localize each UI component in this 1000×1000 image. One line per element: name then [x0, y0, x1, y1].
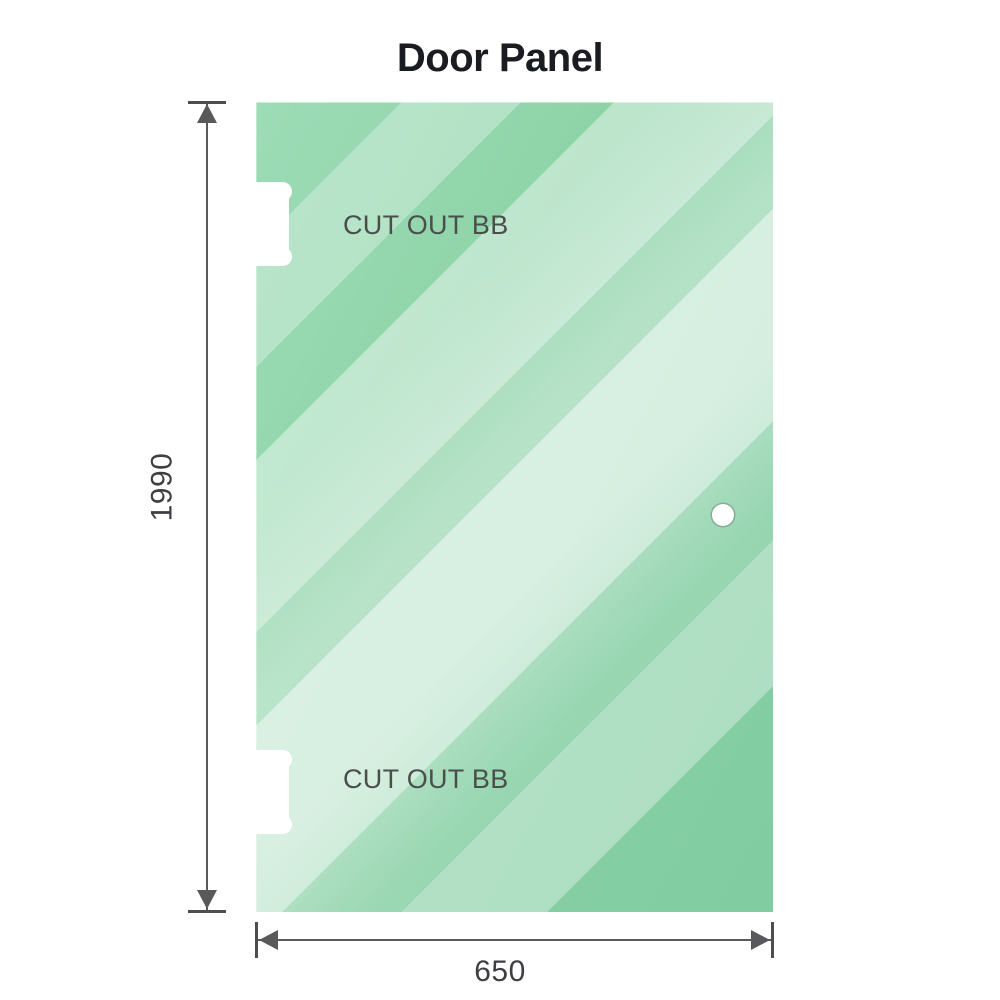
cutout-body — [256, 759, 289, 825]
height-dimension-label: 1990 — [145, 452, 179, 522]
cutout-label-bottom: CUT OUT BB — [343, 764, 509, 794]
height-extension-tick-bottom — [188, 910, 226, 913]
arrow-up-icon — [197, 104, 217, 123]
hinge-cutout-top — [256, 182, 292, 266]
arrow-right-icon — [751, 930, 770, 950]
hinge-cutout-bottom — [256, 750, 292, 834]
cutout-label-top: CUT OUT BB — [343, 210, 509, 240]
glass-door-panel: CUT OUT BB CUT OUT BB — [256, 102, 773, 912]
cutout-body — [256, 191, 289, 257]
cutout-lobe-top — [273, 750, 292, 769]
glass-surface — [256, 102, 773, 912]
height-extension-tick-top — [188, 101, 226, 104]
cutout-lobe-bottom — [273, 247, 292, 266]
width-dimension-label: 650 — [474, 955, 526, 988]
height-dimension-line — [206, 102, 208, 912]
arrow-down-icon — [197, 890, 217, 909]
handle-hole — [712, 504, 734, 526]
width-extension-tick-right — [771, 922, 774, 958]
width-extension-tick-left — [255, 922, 258, 958]
page-title: Door Panel — [396, 36, 604, 80]
cutout-lobe-top — [273, 182, 292, 201]
arrow-left-icon — [259, 930, 278, 950]
width-dimension-line — [256, 939, 773, 941]
cutout-lobe-bottom — [273, 815, 292, 834]
